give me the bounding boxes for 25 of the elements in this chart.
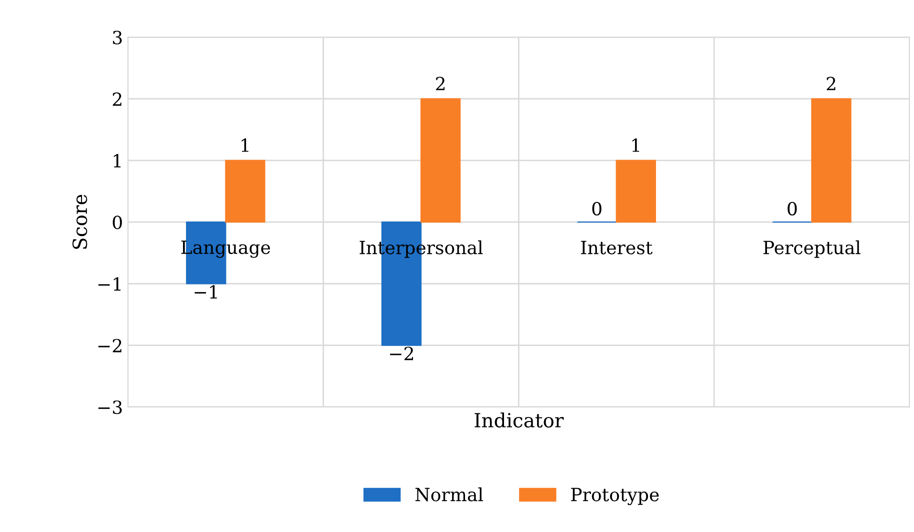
legend-label: Prototype [571,488,659,506]
bar [420,98,461,223]
data-label: 1 [242,138,248,152]
bar [811,98,852,223]
y-tick-label: −1 [98,277,121,291]
data-label: 0 [788,202,797,216]
data-label: 2 [436,76,445,90]
y-axis-title: Score [72,194,88,249]
y-tick-label: 1 [114,154,121,168]
data-label: 0 [592,202,602,216]
data-label: 2 [826,76,836,90]
data-label: −2 [390,346,414,360]
y-tick-label: −2 [98,338,122,352]
bar [616,160,656,223]
legend-label: Normal [415,487,483,502]
data-label: 1 [632,138,640,152]
y-tick-label: 3 [112,30,122,44]
data-label: −1 [194,285,217,298]
y-tick-label: 0 [112,216,122,230]
x-tick-label: Interest [581,240,653,254]
x-tick-label: Perceptual [764,240,860,258]
y-tick-label: −3 [98,400,122,414]
x-axis-title: Indicator [474,412,564,428]
bar [225,160,266,223]
y-tick-label: 2 [112,92,122,106]
